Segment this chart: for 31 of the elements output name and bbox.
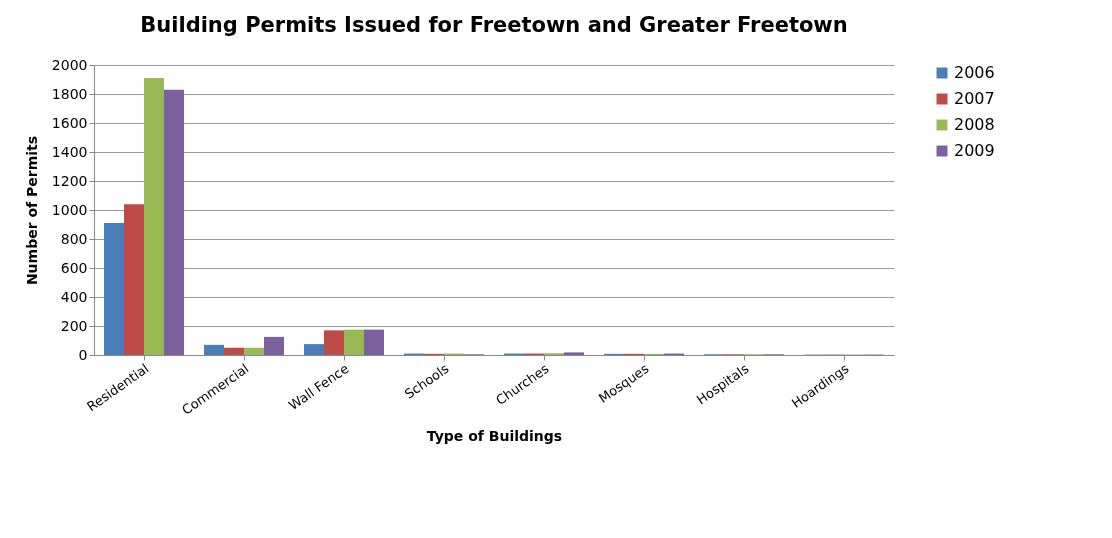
bar	[564, 352, 584, 355]
y-tick-label: 0	[78, 346, 88, 363]
bar	[164, 89, 184, 355]
bar	[324, 330, 344, 355]
bar	[344, 329, 364, 355]
legend-label: 2007	[954, 89, 995, 108]
bar	[264, 336, 284, 355]
legend-label: 2006	[954, 63, 995, 82]
bar	[224, 347, 244, 355]
bar	[204, 344, 224, 355]
y-tick-label: 400	[60, 288, 88, 305]
bar	[244, 347, 264, 355]
y-tick-label: 800	[60, 230, 88, 247]
y-tick-label: 600	[60, 259, 88, 276]
y-tick-label: 1600	[51, 114, 88, 131]
y-tick-label: 1400	[51, 143, 88, 160]
y-axis-title: Number of Permits	[23, 135, 40, 286]
y-tick-label: 200	[60, 317, 88, 334]
bar	[104, 223, 124, 355]
legend-label: 2009	[954, 141, 995, 160]
legend-label: 2008	[954, 115, 995, 134]
bar	[144, 78, 164, 355]
bar	[124, 204, 144, 355]
y-tick-label: 1200	[51, 172, 88, 189]
y-tick-label: 1000	[51, 201, 88, 218]
bar	[364, 329, 384, 355]
x-axis-title: Type of Buildings	[426, 427, 563, 444]
bar	[304, 344, 324, 355]
y-tick-label: 2000	[51, 56, 88, 73]
chart-title: Building Permits Issued for Freetown and Greater Freetown	[140, 13, 848, 37]
y-tick-label: 1800	[51, 85, 88, 102]
